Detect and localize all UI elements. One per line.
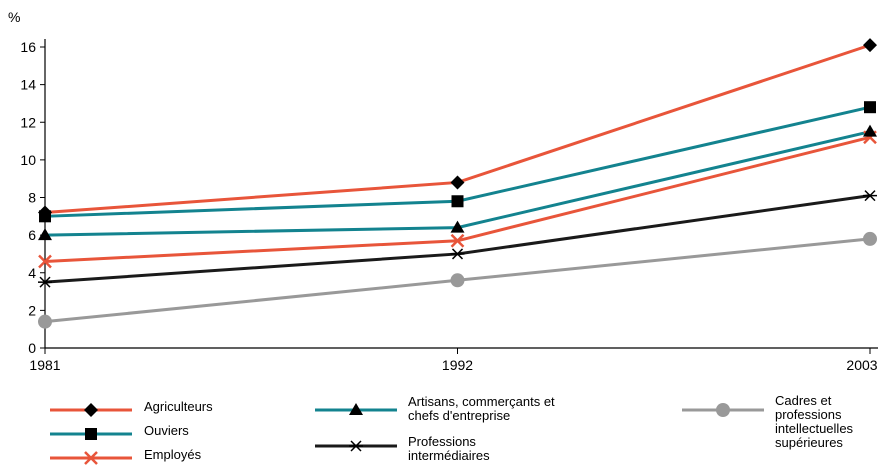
data-point-4-0	[38, 276, 52, 288]
data-point-1-0	[39, 210, 51, 223]
y-tick-label: 8	[28, 190, 36, 206]
legend-item-4: Professions intermédiaires	[313, 435, 559, 463]
line-chart: % 0 2 4 6 8 10 12 14 16 1981 1992 2003	[8, 9, 878, 373]
y-unit-label: %	[8, 9, 20, 25]
legend-label-0: Agriculteurs	[144, 399, 213, 414]
legend-marker-5	[716, 403, 730, 417]
data-point-5-1	[450, 273, 465, 288]
data-point-2-0	[38, 254, 52, 269]
legend: Agriculteurs Ouviers Employés Artisans, com…	[0, 390, 886, 470]
data-point-3-1	[450, 220, 465, 233]
legend-swatch-0	[50, 403, 132, 417]
legend-swatch-2	[50, 451, 132, 465]
legend-label-1: Ouviers	[144, 423, 189, 438]
data-point-3-2	[863, 124, 877, 137]
y-tick-label: 10	[20, 152, 36, 168]
data-point-5-0	[38, 314, 52, 329]
x-tick-label: 1981	[29, 357, 60, 373]
legend-marker-0	[84, 403, 98, 417]
y-tick-label: 2	[28, 302, 36, 318]
x-tick-label: 2003	[846, 357, 877, 373]
x-tick-label: 1992	[442, 357, 473, 373]
legend-marker-2	[84, 451, 98, 465]
legend-marker-4	[349, 440, 363, 452]
data-point-1-1	[451, 195, 464, 208]
series-layer	[38, 38, 877, 329]
axes: 0 2 4 6 8 10 12 14 16 1981 1992 2003	[20, 39, 878, 373]
y-tick-label: 0	[28, 340, 36, 356]
y-tick-label: 14	[20, 77, 36, 93]
data-point-0-1	[450, 175, 465, 190]
data-point-4-2	[863, 190, 877, 202]
legend-label-4: Professions intermédiaires	[408, 434, 490, 463]
data-point-1-2	[864, 101, 876, 114]
data-point-3-0	[38, 228, 52, 241]
y-tick-label: 4	[28, 265, 36, 281]
legend-label-5: Cadres et professions intellectuelles su…	[775, 393, 854, 450]
data-point-5-2	[863, 231, 877, 246]
y-tick-label: 12	[20, 114, 36, 130]
y-tick-label: 6	[28, 227, 36, 243]
legend-item-0: Agriculteurs	[48, 400, 294, 420]
y-tick-label: 16	[20, 39, 36, 55]
legend-item-5: Cadres et professions intellectuelles su…	[680, 394, 876, 450]
data-point-2-1	[450, 233, 465, 248]
legend-label-3: Artisans, commerçants et chefs d'entrepr…	[408, 394, 555, 423]
legend-swatch-1	[50, 428, 132, 440]
legend-label-2: Employés	[144, 447, 202, 462]
legend-item-3: Artisans, commerçants et chefs d'entrepr…	[313, 395, 579, 423]
legend-swatch-4	[315, 440, 397, 452]
legend-marker-1	[85, 428, 97, 440]
legend-marker-3	[349, 403, 363, 415]
legend-item-1: Ouviers	[48, 424, 294, 444]
series-line-4	[44, 194, 871, 284]
data-point-0-2	[863, 38, 877, 53]
legend-swatch-5	[682, 403, 764, 417]
legend-swatch-3	[315, 403, 397, 415]
legend-item-2: Employés	[48, 448, 294, 468]
data-point-4-1	[450, 248, 465, 260]
